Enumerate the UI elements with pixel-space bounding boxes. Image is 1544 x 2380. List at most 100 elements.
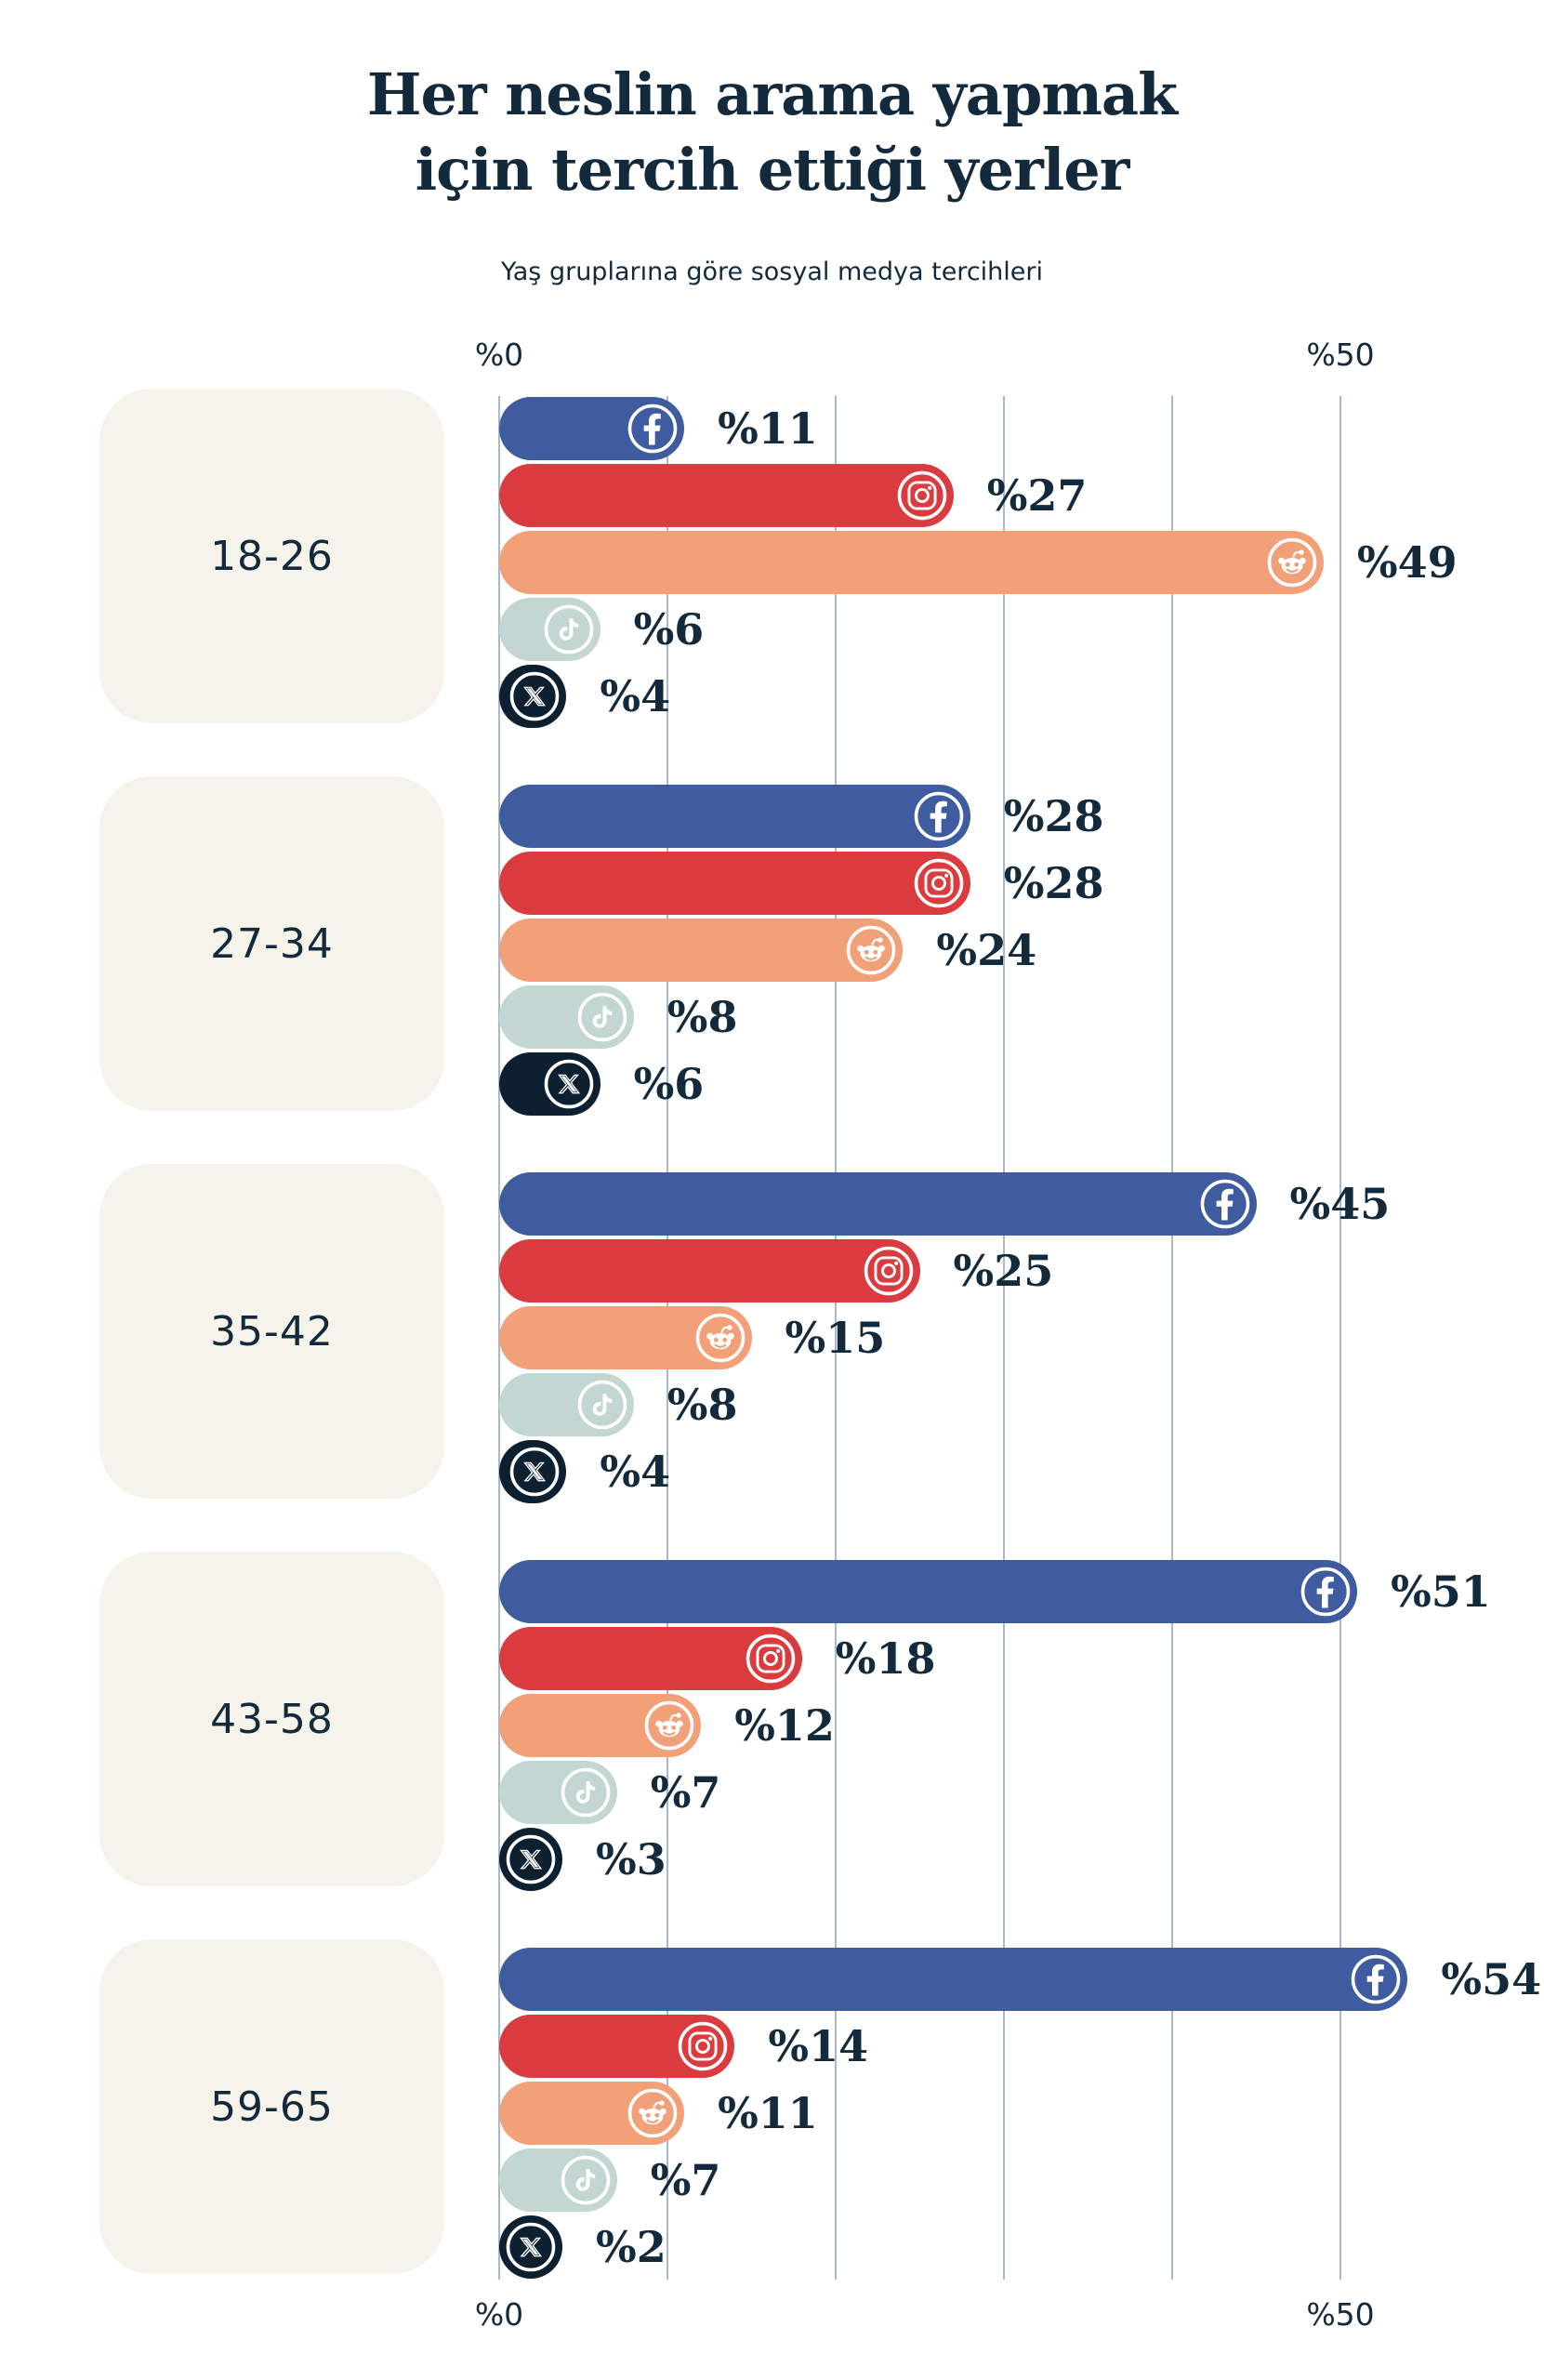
age-group-label: 59-65 xyxy=(210,2082,334,2131)
facebook-icon xyxy=(627,403,678,454)
bar-value-label: %6 xyxy=(633,1059,705,1109)
tiktok-icon xyxy=(561,2155,610,2205)
bar-value-label: %25 xyxy=(953,1246,1054,1296)
gridline xyxy=(1171,396,1173,2280)
bar-facebook xyxy=(499,1560,1358,1623)
bar-value-label: %28 xyxy=(1003,791,1104,841)
bar-value-label: %3 xyxy=(596,1834,666,1884)
facebook-icon xyxy=(1300,1567,1351,1617)
bar-value-label: %27 xyxy=(986,470,1088,521)
axis-label-top-max: %50 xyxy=(1306,337,1375,373)
bar-value-label: %49 xyxy=(1356,537,1458,588)
tiktok-icon xyxy=(559,2153,613,2207)
bar-tiktok xyxy=(499,598,600,661)
x-icon xyxy=(504,2220,558,2274)
gridline xyxy=(1003,396,1005,2280)
facebook-icon xyxy=(914,791,964,841)
reddit-icon xyxy=(1265,536,1319,589)
bar-value-label: %11 xyxy=(718,403,818,454)
bar-value-label: %45 xyxy=(1289,1179,1391,1229)
x-icon xyxy=(504,1832,558,1886)
instagram-icon xyxy=(912,856,966,910)
age-group-box: 43-58 xyxy=(99,1552,444,1886)
bar-value-label: %15 xyxy=(785,1313,886,1363)
axis-label-bottom-max: %50 xyxy=(1306,2296,1375,2333)
bar-reddit xyxy=(499,1694,702,1757)
bar-tiktok xyxy=(499,1373,634,1436)
instagram-icon xyxy=(746,1633,796,1684)
age-group-box: 59-65 xyxy=(99,1939,444,2274)
x-icon xyxy=(506,1834,556,1884)
gridline xyxy=(1339,396,1341,2280)
tiktok-icon xyxy=(577,1380,627,1430)
age-group-box: 27-34 xyxy=(99,776,444,1111)
reddit-icon xyxy=(1267,537,1317,588)
bar-value-label: %4 xyxy=(600,1447,671,1497)
axis-label-bottom-min: %0 xyxy=(474,2296,524,2333)
gridline xyxy=(835,396,837,2280)
facebook-icon xyxy=(626,402,680,456)
age-group-label: 43-58 xyxy=(210,1695,334,1743)
bar-facebook xyxy=(499,785,970,848)
tiktok-icon xyxy=(577,992,627,1042)
bar-instagram xyxy=(499,464,954,527)
age-group-label: 27-34 xyxy=(210,919,334,968)
bar-value-label: %54 xyxy=(1441,1954,1542,2004)
bar-tiktok xyxy=(499,2149,617,2212)
reddit-icon xyxy=(844,923,898,977)
bar-reddit xyxy=(499,531,1324,594)
bar-value-label: %28 xyxy=(1003,858,1104,908)
bar-value-label: %24 xyxy=(936,925,1037,975)
bar-instagram xyxy=(499,852,970,915)
bar-value-label: %6 xyxy=(633,604,705,654)
bar-reddit xyxy=(499,1306,752,1369)
bar-instagram xyxy=(499,1627,802,1690)
bar-reddit xyxy=(499,919,904,982)
bar-value-label: %7 xyxy=(650,1767,721,1818)
bar-x xyxy=(499,1828,562,1891)
facebook-icon xyxy=(912,789,966,843)
axis-label-top-min: %0 xyxy=(474,337,524,373)
bar-facebook xyxy=(499,1948,1408,2011)
x-icon xyxy=(510,671,560,721)
instagram-icon xyxy=(895,469,949,522)
bar-value-label: %12 xyxy=(734,1700,835,1751)
tiktok-icon xyxy=(542,602,596,656)
facebook-icon xyxy=(1299,1565,1353,1619)
reddit-icon xyxy=(642,1699,696,1752)
reddit-icon xyxy=(695,1313,745,1363)
instagram-icon xyxy=(914,858,964,908)
bar-value-label: %8 xyxy=(666,992,738,1042)
bar-reddit xyxy=(499,2082,685,2145)
instagram-icon xyxy=(679,2021,728,2071)
instagram-icon xyxy=(744,1632,798,1686)
bar-x xyxy=(499,665,567,728)
facebook-icon xyxy=(1198,1177,1252,1231)
x-icon xyxy=(508,669,561,723)
tiktok-icon xyxy=(575,990,629,1044)
bar-x xyxy=(499,1440,567,1503)
bar-value-label: %8 xyxy=(666,1380,738,1430)
instagram-icon xyxy=(676,2019,730,2073)
bar-x xyxy=(499,2215,562,2279)
reddit-icon xyxy=(644,1700,694,1751)
reddit-icon xyxy=(693,1311,747,1365)
instagram-icon xyxy=(864,1246,913,1296)
bar-instagram xyxy=(499,1239,920,1302)
x-icon xyxy=(542,1057,596,1111)
bar-value-label: %11 xyxy=(718,2088,818,2138)
bar-value-label: %14 xyxy=(768,2021,869,2071)
bar-x xyxy=(499,1052,600,1116)
reddit-icon xyxy=(847,925,896,975)
tiktok-icon xyxy=(575,1378,629,1432)
age-group-label: 35-42 xyxy=(210,1307,334,1355)
instagram-icon xyxy=(897,470,946,521)
x-icon xyxy=(510,1447,560,1497)
chart-title: Her neslin arama yapmak için tercih etti… xyxy=(366,60,1178,204)
bar-value-label: %7 xyxy=(650,2155,721,2205)
tiktok-icon xyxy=(544,604,593,654)
tiktok-icon xyxy=(559,1765,613,1819)
age-group-box: 18-26 xyxy=(99,389,444,723)
bar-facebook xyxy=(499,397,685,460)
